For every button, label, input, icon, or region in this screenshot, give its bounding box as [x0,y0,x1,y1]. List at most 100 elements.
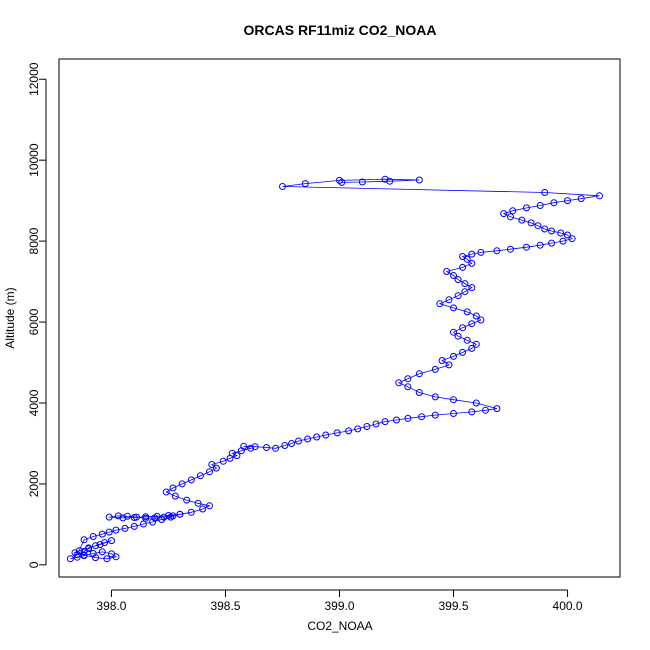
data-point [386,177,394,185]
data-point [80,536,88,544]
data-point [445,296,453,304]
data-point [98,548,106,556]
data-point [450,328,457,336]
data-point [445,361,453,369]
data-point [550,199,558,207]
data-point [322,431,330,439]
data-point [468,250,476,258]
data-point [548,227,556,235]
data-point [89,533,97,540]
data-point [279,183,286,190]
data-point [288,440,296,447]
data-point [468,408,476,416]
data-point [153,512,161,520]
data-point [450,352,457,360]
data-point [577,195,585,203]
data-point [281,442,289,449]
data-point [98,530,106,538]
data-point [112,526,120,534]
data-point [404,375,412,383]
data-point [404,414,412,422]
data-point [206,502,213,510]
data-point [381,175,389,183]
data-point [468,259,476,267]
data-point [459,324,467,332]
data-point [482,406,489,414]
y-tick-label: 8000 [27,227,41,254]
data-point [463,308,471,316]
y-tick-label: 12000 [27,62,41,96]
data-point [92,554,99,562]
data-point [272,444,280,452]
data-point [450,272,457,279]
data-point [557,229,565,237]
data-point [76,547,83,555]
data-point [404,383,412,391]
data-point [105,513,113,521]
data-point [415,370,423,378]
data-point [130,522,138,530]
data-point [463,336,471,344]
data-point [472,399,480,407]
data-point [450,410,457,417]
data-point [450,304,457,312]
data-point [103,555,111,563]
data-point [123,512,131,520]
data-point [105,528,113,536]
x-tick-label: 399.5 [439,599,469,613]
data-point [336,176,343,184]
x-tick-label: 398.0 [96,599,126,613]
plot-frame [58,58,621,578]
data-point [418,413,426,421]
data-point [381,418,389,426]
y-tick-label: 0 [27,561,41,568]
data-point [101,539,109,547]
data-point [459,348,467,356]
data-point [304,435,312,443]
x-tick-label: 400.0 [553,599,583,613]
data-point [208,461,216,468]
data-point [472,340,480,348]
data-point [92,542,99,550]
data-point [395,379,403,387]
data-point [523,243,530,251]
data-point [247,444,255,452]
data-point [251,443,259,451]
data-point [228,449,236,457]
x-axis: 398.0 398.5 399.0 399.5 400.0 [96,589,583,613]
x-tick-label: 398.5 [210,599,240,613]
data-point [160,513,168,521]
data-point [372,420,380,428]
data-point [454,276,462,284]
data-point [358,178,366,186]
data-point [66,555,74,563]
data-point [568,235,576,243]
data-point [240,442,248,450]
data-point [468,284,476,292]
data-point [345,427,353,435]
data-point [431,411,439,419]
data-point [477,316,485,324]
data-point [162,488,170,496]
data-point [80,551,88,559]
y-axis-label: Altitude (m) [3,287,17,348]
data-point [301,180,309,188]
data-point [263,444,270,451]
data-point [158,516,166,523]
data-point [354,425,362,433]
data-point [459,263,467,271]
y-tick-label: 10000 [27,143,41,177]
data-point [438,357,446,364]
data-point [559,237,567,245]
data-point [171,492,179,500]
data-point [142,513,150,521]
data-point [169,484,177,492]
data-point [468,320,476,328]
y-tick-label: 4000 [27,389,41,416]
series-line [70,178,600,560]
data-point [178,480,186,488]
data-point [176,510,184,518]
data-point [454,292,462,300]
data-point [194,499,202,507]
connecting-line [70,178,600,560]
